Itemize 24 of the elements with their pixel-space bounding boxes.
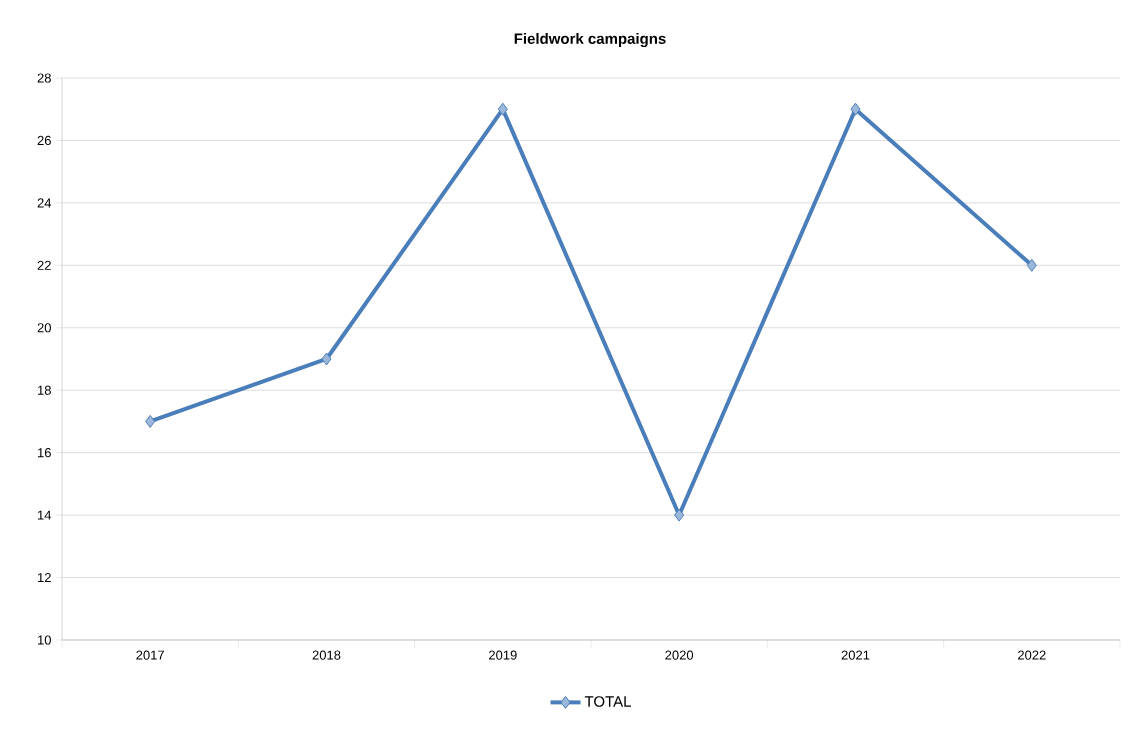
y-tick-label: 18 [38, 385, 51, 395]
y-tick-label: 22 [37, 260, 51, 270]
point [497, 102, 508, 116]
point [145, 414, 156, 428]
point [321, 352, 332, 366]
x-tick-label: 2017 [136, 650, 164, 660]
x-tick-label: 2021 [841, 650, 870, 660]
x-tick-label: 2019 [489, 650, 517, 660]
y-tick-label: 16 [38, 448, 51, 458]
point [674, 508, 685, 522]
chart-title: Fieldwork campaigns [514, 32, 666, 48]
y-tick-label: 12 [38, 573, 51, 583]
y-tick-label: 28 [37, 73, 51, 83]
y-tick-label: 10 [38, 635, 51, 645]
x-tick-label: 2020 [665, 650, 694, 660]
y-tick-label: 26 [37, 135, 51, 146]
point [1026, 258, 1037, 272]
y-tick-label: 14 [38, 510, 52, 520]
legend-label: TOTAL [584, 696, 631, 707]
y-tick-label: 24 [37, 198, 52, 208]
x-tick-label: 2018 [312, 650, 341, 660]
point [850, 102, 861, 116]
y-tick-label: 20 [37, 323, 51, 333]
x-tick-label: 2022 [1018, 650, 1046, 660]
